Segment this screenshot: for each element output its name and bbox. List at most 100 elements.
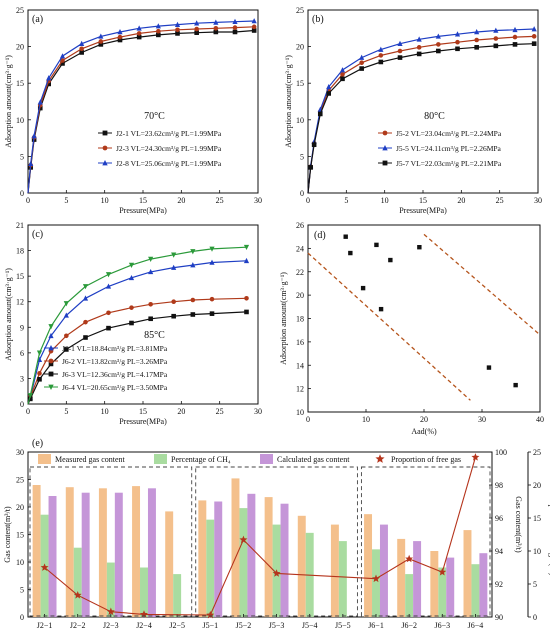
panel-e-bar — [264, 497, 273, 617]
panel-b-xtick-label: 30 — [534, 196, 542, 205]
panel-c-series-point — [48, 324, 54, 330]
panel-a-label: (a) — [32, 14, 43, 25]
panel-e-xtick-label: J5−2 — [236, 621, 252, 630]
panel-d-ytick-label: 26 — [296, 221, 304, 230]
panel-d-scatter-point — [388, 257, 393, 263]
panel-c-series-point — [48, 332, 54, 339]
panel-d-ytick-label: 24 — [296, 244, 304, 253]
panel-e-xtick-label: J5−4 — [302, 621, 318, 630]
panel-d-xtick-label: 30 — [478, 415, 486, 424]
panel-c-xtick-label: 10 — [101, 407, 109, 416]
panel-b-ytick-label: 25 — [296, 6, 304, 15]
panel-d-ytick-label: 14 — [296, 361, 304, 370]
panel-a-xtick-label: 15 — [139, 196, 147, 205]
panel-e-group-box — [29, 466, 193, 617]
panel-a-xtick-label: 10 — [101, 196, 109, 205]
panel-a-series-point — [251, 18, 257, 24]
panel-c-legend-entry: J6-1 VL=18.84cm³/g PL=3.81MPa — [62, 344, 168, 353]
panel-c-series-point — [63, 301, 69, 307]
panel-c-series-point — [190, 297, 196, 303]
panel-c-series-point — [148, 256, 154, 262]
panel-a-series-point — [251, 24, 257, 30]
panel-c-legend-marker — [48, 345, 54, 351]
panel-e-bar — [397, 538, 406, 617]
panel-e-xtick-label: J5−1 — [202, 621, 218, 630]
panel-e-bar — [405, 574, 414, 617]
panel-e-ytick-right-inner-label: 98 — [495, 481, 503, 490]
panel-a-series-point — [155, 23, 161, 29]
panel-b-series-point — [378, 53, 384, 58]
panel-a-series-point — [79, 46, 84, 52]
panel-b-series-point — [493, 36, 499, 41]
panel-c-ytick-label: 21 — [16, 221, 24, 230]
panel-e-bar — [372, 549, 380, 617]
panel-c-ytick-label: 15 — [16, 272, 24, 281]
panel-e-free-gas-point — [272, 569, 281, 577]
panel-a-series-point — [251, 28, 257, 33]
panel-c-xtick-label: 5 — [64, 407, 68, 416]
panel-a-series-point — [79, 40, 85, 46]
panel-d-xtick-label: 10 — [362, 415, 370, 424]
panel-e-bar — [198, 500, 207, 617]
panel-a-series-point — [174, 21, 181, 27]
panel-e-bar — [147, 488, 156, 617]
panel-a-series-point — [79, 50, 84, 55]
panel-c-series-point — [190, 249, 196, 255]
panel-b-ytick-label: 5 — [300, 152, 304, 161]
panel-b-series-point — [416, 36, 422, 42]
panel-b-ytick-label: 0 — [300, 189, 304, 198]
panel-c-series-point — [83, 335, 88, 340]
panel-e-ytick-left-label: 25 — [16, 476, 24, 485]
panel-c-series-point — [36, 350, 43, 356]
panel-b-series-point — [531, 34, 537, 39]
panel-b-series-point — [436, 42, 441, 47]
panel-b-series-point — [531, 41, 537, 46]
panel-e-ylabel-right-inner: Gas content(m³/t) — [514, 496, 523, 553]
panel-d-ytick-label: 22 — [296, 268, 304, 277]
panel-e-free-gas-point — [106, 607, 115, 616]
panel-c-xtick-label: 20 — [177, 407, 185, 416]
panel-d-ytick-label: 18 — [296, 315, 304, 324]
panel-a-series-point — [31, 133, 37, 139]
panel-a-series-point — [117, 37, 123, 43]
panel-e-legend-marker — [375, 454, 385, 463]
panel-a-series-point — [60, 58, 65, 63]
panel-c-ylabel: Adsorption amount(cm³·g⁻¹) — [4, 268, 13, 361]
panel-e-legend-entry: Percentage of CH₄ — [171, 455, 231, 464]
panel-e-free-gas-point — [372, 574, 380, 583]
panel-b-series-point — [359, 66, 364, 71]
panel-e-bar — [165, 511, 174, 617]
panel-e-bar — [379, 524, 388, 617]
panel-c-ytick-label: 3 — [20, 374, 24, 383]
panel-d-ytick-label: 20 — [296, 291, 304, 300]
panel-b-series-point — [416, 45, 422, 50]
panel-c-series-point — [148, 301, 153, 307]
panel-e-legend-swatch — [38, 454, 51, 464]
panel-b-ytick-label: 10 — [296, 116, 304, 125]
panel-e-bar — [280, 503, 289, 617]
panel-a-series-point — [46, 81, 51, 87]
panel-e-free-gas-point — [73, 591, 82, 599]
panel-a-series-point — [194, 30, 199, 35]
panel-e-xtick-label: J6−1 — [368, 621, 384, 630]
panel-c-series-point — [244, 296, 249, 301]
panel-a-series-point — [59, 53, 66, 59]
panel-e-bar — [106, 562, 115, 617]
panel-e-bar — [48, 496, 57, 617]
panel-b-series-point — [397, 40, 403, 46]
panel-a-series-point — [175, 31, 180, 36]
panel-c-series-point — [209, 296, 215, 302]
panel-e-ytick-right-inner-label: 90 — [495, 613, 503, 622]
panel-c-series-point — [148, 268, 154, 275]
panel-e-bar — [297, 515, 306, 617]
panel-b-series-line — [307, 35, 535, 194]
panel-c-series-point — [106, 325, 111, 331]
panel-c-label: (c) — [32, 229, 43, 240]
panel-e-ytick-right-outer-label: 25 — [533, 448, 541, 457]
panel-c-ytick-label: 6 — [20, 349, 24, 358]
panel-c-series-point — [243, 257, 250, 264]
panel-a-legend-entry: J2-3 VL=24.30cm³/g PL=1.99MPa — [116, 144, 222, 153]
panel-a-legend-marker — [102, 145, 108, 151]
panel-e-bar — [214, 501, 223, 617]
